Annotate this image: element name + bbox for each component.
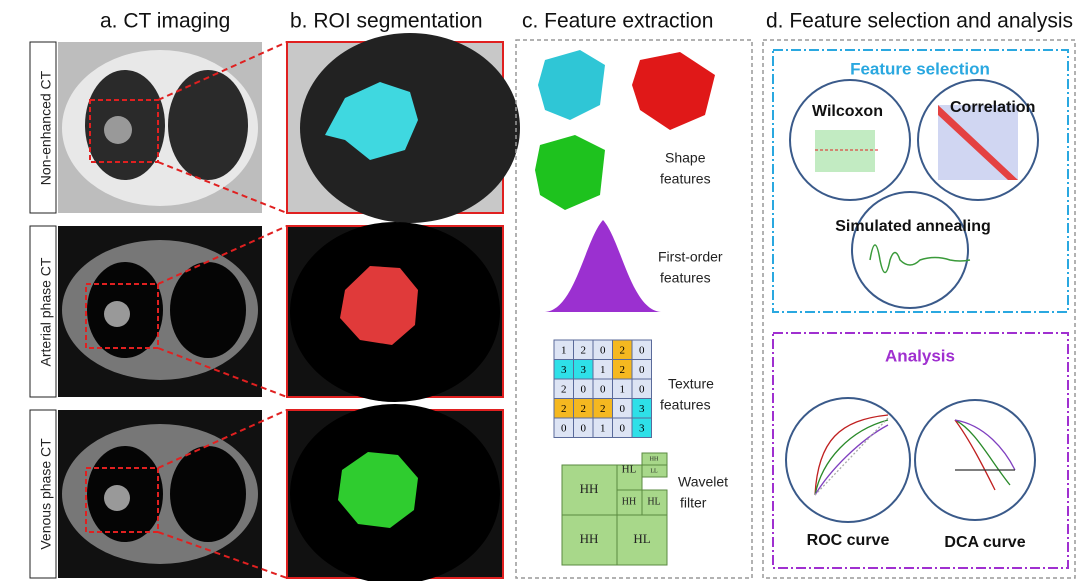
- feature-label: Wavelet: [678, 474, 728, 490]
- matrix-value: 0: [620, 422, 626, 434]
- phase-label: Venous phase CT: [38, 438, 54, 550]
- matrix-value: 1: [561, 344, 567, 356]
- matrix-value: 2: [620, 344, 626, 356]
- wavelet-label: HL: [647, 496, 660, 507]
- feature-label: First-order: [658, 249, 723, 265]
- matrix-value: 0: [581, 422, 587, 434]
- feature-label: features: [660, 171, 711, 187]
- panel-title: c. Feature extraction: [522, 10, 713, 33]
- matrix-value: 0: [581, 383, 587, 395]
- matrix-value: 0: [620, 403, 626, 415]
- matrix-value: 1: [620, 383, 626, 395]
- matrix-cell: [631, 417, 652, 438]
- panel-title: d. Feature selection and analysis: [766, 10, 1073, 33]
- matrix-value: 3: [561, 364, 567, 376]
- method-label: Correlation: [950, 99, 1035, 116]
- panel-title: b. ROI segmentation: [290, 10, 483, 33]
- matrix-value: 2: [620, 364, 626, 376]
- matrix-value: 3: [639, 422, 645, 434]
- matrix-value: 0: [600, 383, 606, 395]
- matrix-value: 2: [600, 403, 606, 415]
- feature-label: Texture: [668, 376, 714, 392]
- wavelet-label: HL: [633, 531, 650, 546]
- section-title: Feature selection: [850, 59, 990, 78]
- phase-label: Arterial phase CT: [38, 257, 54, 366]
- method-label: Wilcoxon: [812, 103, 883, 120]
- feature-extraction: Shape features First-order features 1 2 0 2…: [515, 39, 753, 579]
- feature-label: Shape: [665, 150, 706, 166]
- wavelet-label: HH: [622, 496, 636, 507]
- matrix-value: 2: [581, 403, 587, 415]
- matrix-value: 0: [639, 383, 645, 395]
- feature-label: features: [660, 270, 711, 286]
- matrix-value: 3: [639, 403, 645, 415]
- ct-row: [29, 41, 262, 214]
- roi-mask: [340, 266, 418, 345]
- wavelet-label: LL: [650, 468, 658, 474]
- wavelet-cube: [561, 452, 668, 566]
- matrix-value: 2: [561, 403, 567, 415]
- matrix-value: 3: [581, 364, 587, 376]
- ct-row: [29, 409, 262, 579]
- matrix-value: 2: [581, 344, 587, 356]
- ct-column: Non-enhanced CT Arterial phase CT Venous…: [29, 41, 262, 579]
- roi-mask: [325, 82, 418, 160]
- texture-matrix: 1 2 0 2 0 3 3 1 2 0 2 0 0 1 0 2 2 2 0 3 0 0 1 0 3: [553, 339, 652, 438]
- curve-label: DCA curve: [944, 534, 1025, 551]
- wavelet-label: HL: [622, 464, 637, 476]
- section-title: Analysis: [885, 346, 955, 365]
- wavelet-label: HH: [580, 531, 599, 546]
- feature-label: features: [660, 397, 711, 413]
- roi-mask: [338, 452, 418, 528]
- feature-label: filter: [680, 495, 707, 511]
- wavelet-label: HH: [650, 456, 659, 462]
- matrix-value: 0: [639, 364, 645, 376]
- selection-analysis: Feature selection Wilcoxon Correlation S…: [762, 39, 1076, 579]
- matrix-value: 2: [561, 383, 567, 395]
- phase-label: Non-enhanced CT: [38, 70, 54, 185]
- matrix-value: 1: [600, 422, 606, 434]
- matrix-value: 0: [600, 344, 606, 356]
- matrix-value: 1: [600, 364, 606, 376]
- curve-label: ROC curve: [807, 532, 890, 549]
- method-label: Simulated annealing: [835, 218, 991, 235]
- matrix-value: 0: [561, 422, 567, 434]
- matrix-value: 0: [639, 344, 645, 356]
- connectors: [157, 41, 288, 579]
- wavelet-label: HH: [580, 481, 599, 496]
- ct-row: [29, 225, 262, 398]
- panel-title: a. CT imaging: [100, 10, 230, 33]
- roi-column: [286, 33, 520, 581]
